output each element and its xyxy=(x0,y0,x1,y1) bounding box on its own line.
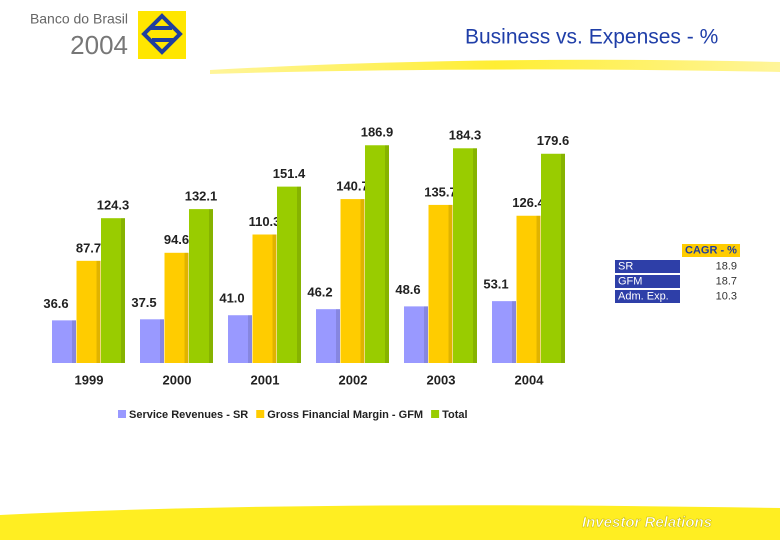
bar-shade xyxy=(561,153,565,363)
bar xyxy=(541,153,565,363)
bar xyxy=(228,315,252,363)
data-label: 132.1 xyxy=(185,189,218,204)
data-label: 48.6 xyxy=(395,282,420,297)
data-label: 36.6 xyxy=(43,296,68,311)
bar-shade xyxy=(248,315,252,363)
bar-shade xyxy=(121,218,125,363)
bar xyxy=(428,204,453,363)
bar xyxy=(492,301,516,363)
x-tick-label: 2003 xyxy=(427,372,456,387)
bar xyxy=(277,186,301,363)
row-label-bg xyxy=(615,260,680,273)
bar xyxy=(101,218,125,363)
data-label: 41.0 xyxy=(219,291,244,306)
data-label: 37.5 xyxy=(131,295,156,310)
chart: 1999 36.6 87.7 124.3 2000 37.5 94.6 132.1 2001 41… xyxy=(43,125,569,421)
x-tick-label: 1999 xyxy=(75,372,104,387)
data-label: 151.4 xyxy=(273,166,306,181)
legend-label: Gross Financial Margin - GFM xyxy=(267,409,423,421)
bar-shade xyxy=(272,234,277,363)
x-tick-label: 2004 xyxy=(515,372,545,387)
data-label: 124.3 xyxy=(97,198,130,213)
bar-shade xyxy=(209,209,213,363)
data-label: 94.6 xyxy=(164,232,189,247)
legend-swatch xyxy=(431,410,440,418)
bar xyxy=(140,319,164,363)
row-label: GFM xyxy=(618,275,642,287)
year: 2004 xyxy=(70,30,128,60)
row-label-bg xyxy=(615,275,680,288)
row-label: SR xyxy=(618,260,633,272)
bar-shade xyxy=(297,186,301,363)
data-label: 179.6 xyxy=(537,133,570,148)
row-value: 10.3 xyxy=(716,290,737,302)
x-tick-label: 2002 xyxy=(339,372,368,387)
brand: Banco do Brasil xyxy=(30,11,128,27)
table-header: CAGR - % xyxy=(685,244,737,256)
data-label: 87.7 xyxy=(76,240,101,255)
data-label: 186.9 xyxy=(361,125,394,140)
data-label: 110.3 xyxy=(249,214,281,229)
bar-shade xyxy=(424,306,428,363)
legend-label: Service Revenues - SR xyxy=(129,409,248,421)
bar-shade xyxy=(473,148,477,363)
bar-shade xyxy=(360,199,365,363)
bar-shade xyxy=(448,204,453,363)
footer-text: Investor Relations xyxy=(582,514,712,531)
bar xyxy=(516,215,541,363)
bar-shade xyxy=(536,215,541,363)
bar xyxy=(164,252,189,363)
data-label: 184.3 xyxy=(449,128,482,143)
bar-shade xyxy=(336,309,340,363)
legend-label: Total xyxy=(442,409,467,421)
row-value: 18.7 xyxy=(716,275,737,287)
bar-shade xyxy=(160,319,164,363)
bar xyxy=(316,309,340,363)
table-header-bg xyxy=(682,244,740,257)
footer-band xyxy=(0,505,780,540)
row-label-bg xyxy=(615,290,680,303)
logo xyxy=(138,11,186,59)
x-tick-label: 2001 xyxy=(251,372,280,387)
bar xyxy=(404,306,428,363)
bar-shade xyxy=(96,260,101,363)
bar xyxy=(189,209,213,363)
cagr-table: CAGR - % SR 18.9 GFM 18.7 Adm. Exp. 10.3 xyxy=(615,244,740,303)
bar-shade xyxy=(385,145,389,363)
data-label: 46.2 xyxy=(307,285,332,300)
bar xyxy=(52,320,76,363)
bar xyxy=(365,145,389,363)
header-swoosh xyxy=(210,59,780,74)
bar-shade xyxy=(184,252,189,363)
row-value: 18.9 xyxy=(716,260,737,272)
chart-title: Business vs. Expenses - % xyxy=(465,26,718,49)
legend-swatch xyxy=(118,410,126,418)
row-label: Adm. Exp. xyxy=(618,290,669,302)
data-label: 126.4 xyxy=(512,195,545,210)
data-label: 53.1 xyxy=(483,277,508,292)
bar xyxy=(76,260,101,363)
x-tick-label: 2000 xyxy=(163,372,192,387)
bar-shade xyxy=(512,301,516,363)
bar xyxy=(453,148,477,363)
bar xyxy=(340,199,365,363)
bar-shade xyxy=(72,320,76,363)
data-label: 140.7 xyxy=(336,179,369,194)
bar xyxy=(252,234,277,363)
data-label: 135.7 xyxy=(424,184,457,199)
legend-swatch xyxy=(256,410,265,418)
